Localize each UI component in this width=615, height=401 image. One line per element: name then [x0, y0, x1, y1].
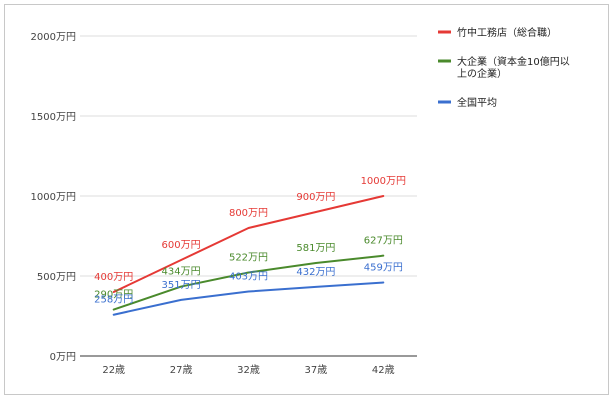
series-lines: [112, 195, 385, 316]
legend-label: 全国平均: [457, 96, 497, 109]
data-label: 627万円: [364, 236, 403, 247]
y-axis-ticks: 0万円 500万円 1000万円 1500万円 2000万円: [31, 32, 76, 363]
data-label: 434万円: [162, 267, 201, 278]
legend-label: 竹中工務店（総合職）: [457, 26, 557, 39]
y-tick-label: 500万円: [37, 272, 76, 283]
data-label: 900万円: [296, 192, 335, 203]
grid-lines: [80, 35, 417, 357]
data-label: 1000万円: [361, 176, 406, 187]
legend-label: 上の企業）: [457, 67, 507, 80]
series-line-2: [112, 254, 385, 311]
data-label: 600万円: [162, 240, 201, 251]
data-labels: 400万円 600万円 800万円 900万円 1000万円 290万円 434万円 522万…: [94, 176, 406, 306]
data-label: 403万円: [229, 272, 268, 283]
y-tick-label: 1500万円: [31, 112, 76, 123]
data-label: 432万円: [296, 267, 335, 278]
data-label: 351万円: [162, 280, 201, 291]
data-label: 581万円: [296, 243, 335, 254]
x-tick-label: 37歳: [305, 364, 328, 376]
data-label: 400万円: [94, 272, 133, 283]
chart-frame: 0万円 500万円 1000万円 1500万円 2000万円 22歳 27歳 32歳 37歳 4…: [4, 4, 609, 395]
x-tick-label: 42歳: [372, 364, 395, 376]
series-line-3: [112, 281, 385, 316]
x-axis-ticks: 22歳 27歳 32歳 37歳 42歳: [102, 364, 394, 376]
data-label: 290万円: [94, 290, 133, 301]
line-chart: 0万円 500万円 1000万円 1500万円 2000万円 22歳 27歳 32歳 37歳 4…: [31, 26, 570, 376]
legend-label: 大企業（資本金10億円以: [457, 55, 570, 68]
y-tick-label: 2000万円: [31, 32, 76, 43]
x-tick-label: 32歳: [237, 364, 260, 376]
y-tick-label: 0万円: [50, 352, 76, 363]
data-label: 522万円: [229, 252, 268, 263]
data-label: 459万円: [364, 263, 403, 274]
data-label: 258万円: [94, 295, 133, 306]
series-line-1: [112, 195, 385, 293]
x-tick-label: 22歳: [102, 364, 125, 376]
data-label: 800万円: [229, 208, 268, 219]
y-tick-label: 1000万円: [31, 192, 76, 203]
x-tick-label: 27歳: [170, 364, 193, 376]
